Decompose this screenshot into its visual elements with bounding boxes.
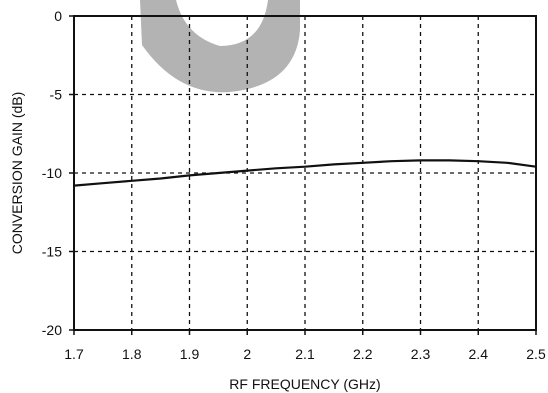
- y-tick-label: -5: [50, 87, 63, 103]
- y-tick-label: -10: [42, 165, 62, 181]
- y-tick-label: -20: [42, 322, 62, 338]
- x-tick-label: 2.4: [469, 346, 489, 362]
- x-axis-ticks: 1.7 1.8 1.9 2 2.1 2.2 2.3 2.4 2.5: [64, 330, 546, 362]
- x-axis-title: RF FREQUENCY (GHz): [229, 376, 380, 392]
- grid-lines: [74, 16, 536, 330]
- y-axis-ticks: 0 -5 -10 -15 -20: [42, 8, 74, 338]
- x-tick-label: 2.5: [526, 346, 546, 362]
- y-axis-title: CONVERSION GAIN (dB): [9, 92, 25, 255]
- x-tick-label: 2.1: [295, 346, 315, 362]
- x-tick-label: 1.9: [180, 346, 200, 362]
- x-tick-label: 2.3: [411, 346, 431, 362]
- x-tick-label: 2: [243, 346, 251, 362]
- y-tick-label: -15: [42, 244, 62, 260]
- watermark-ring: [140, 0, 300, 93]
- x-tick-label: 1.7: [64, 346, 84, 362]
- series-layer: [73, 159, 537, 187]
- y-tick-label: 0: [54, 8, 62, 24]
- x-tick-label: 1.8: [122, 346, 142, 362]
- series-line: [73, 159, 537, 187]
- x-tick-label: 2.2: [353, 346, 373, 362]
- watermark-logo: [140, 0, 300, 93]
